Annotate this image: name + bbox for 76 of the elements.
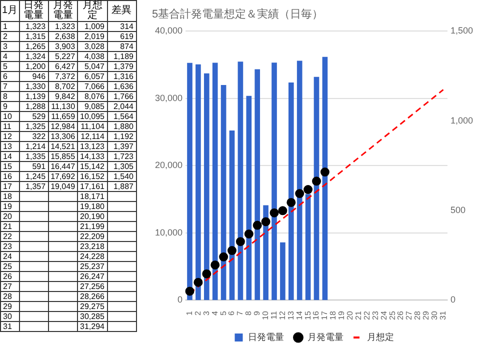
x-tick-label: 30 [430, 310, 440, 320]
x-tick-label: 19 [337, 310, 346, 320]
x-tick-label: 17 [320, 310, 330, 320]
y2-tick-label: 500 [450, 204, 466, 215]
y2-tick-label: 0 [450, 294, 456, 305]
x-tick-label: 15 [303, 310, 312, 320]
x-tick-label: 12 [278, 310, 287, 320]
point [202, 269, 212, 278]
x-tick-label: 6 [227, 310, 236, 316]
x-tick-label: 13 [286, 310, 296, 320]
x-tick-label: 3 [202, 310, 211, 316]
x-tick-label: 5 [218, 310, 228, 316]
x-tick-label: 16 [312, 310, 321, 320]
point [244, 229, 254, 238]
x-tick-label: 29 [422, 310, 431, 320]
value-table: 1月 日発電量 月発電量 月想定 差異 1 1,323 1,323 1,009 314 2 1,315 2,638 2,019 619 3 1,265 3,903 3,028 874 4 1,324 5,227 4,038 1,189 5 1,200 6,427 5,047 1,379 6 946 7,372 6,057 1,316 7 1,330 8,702 7,066 1,636 8 1,139 9,842 8,076 1,766 9 1,288 11,130 9,085 2,044 10 529 11,659 10,095 1,564 11 1,325 12,984 11,104 1,880 12 322 13,306 12,114 1,192 13 1,214 14,521 13,123 1,397 14 1,335 15,855 14,133 1,723 15 591 16,447 15,142 1,305 16 1,245 17,692 16,152 1,540 17 1,357 19,049 17,161 1,887 18 18,171 19 19,180 20 20,190 21 21,199 22 22,209 23 23,218 24 24,228 25 25,237 26 26,247 27 27,256 28 28,266 29 29,275 30 30,285 31 31,294 [0, 0, 136, 332]
point [228, 246, 237, 256]
chart-title: 5基合計発電量想定＆実績（日毎） [152, 8, 324, 21]
y-tick-label: 0 [178, 294, 183, 305]
x-tick-label: 14 [294, 310, 304, 320]
point [236, 237, 245, 246]
y-tick-label: 30,000 [154, 92, 183, 103]
bar [322, 56, 328, 300]
x-tick-label: 10 [261, 310, 270, 320]
legend-label: 月想定 [366, 332, 394, 342]
x-tick-label: 28 [413, 310, 422, 320]
x-tick-label: 7 [236, 310, 245, 316]
bar [314, 76, 320, 300]
x-tick-label: 21 [354, 310, 363, 320]
x-tick-label: 25 [388, 310, 397, 320]
bar [196, 64, 201, 300]
point [295, 189, 304, 198]
bar [238, 62, 244, 300]
y-tick-label: 10,000 [154, 227, 183, 238]
bar [246, 96, 252, 300]
x-tick-label: 26 [396, 310, 406, 320]
point [304, 185, 313, 194]
point [312, 176, 322, 186]
x-tick-label: 1 [184, 310, 194, 316]
x-tick-label: 9 [252, 310, 262, 316]
x-tick-label: 31 [438, 310, 448, 320]
bar [272, 62, 277, 300]
point [278, 206, 288, 216]
point [286, 198, 296, 207]
point [219, 252, 228, 262]
point [194, 278, 203, 287]
y2-tick-label: 1,000 [450, 115, 474, 126]
point [185, 286, 194, 296]
point [320, 168, 330, 177]
x-tick-label: 22 [362, 310, 372, 320]
bar [204, 73, 210, 300]
x-tick-label: 23 [370, 310, 380, 320]
x-tick-label: 11 [269, 310, 278, 320]
x-tick-label: 4 [210, 310, 220, 316]
bar [305, 194, 311, 300]
point [261, 217, 270, 226]
x-tick-label: 8 [244, 310, 254, 316]
x-tick-label: 24 [379, 310, 388, 320]
x-tick-label: 20 [346, 310, 355, 320]
point [270, 208, 279, 218]
bar [288, 82, 294, 300]
y-tick-label: 20,000 [154, 160, 183, 170]
bar [280, 242, 286, 300]
point [252, 220, 262, 230]
bar [254, 69, 260, 300]
legend-label: 月発電量 [307, 332, 344, 342]
point [210, 260, 220, 270]
x-tick-label: 27 [404, 310, 414, 320]
y-tick-label: 40,000 [154, 26, 183, 36]
y2-tick-label: 1,500 [450, 26, 474, 36]
legend-label: 日発電量 [248, 332, 284, 342]
bar [212, 62, 218, 300]
x-tick-label: 18 [328, 310, 338, 320]
x-tick-label: 2 [193, 310, 202, 316]
bar [187, 62, 192, 300]
bar [296, 60, 302, 300]
